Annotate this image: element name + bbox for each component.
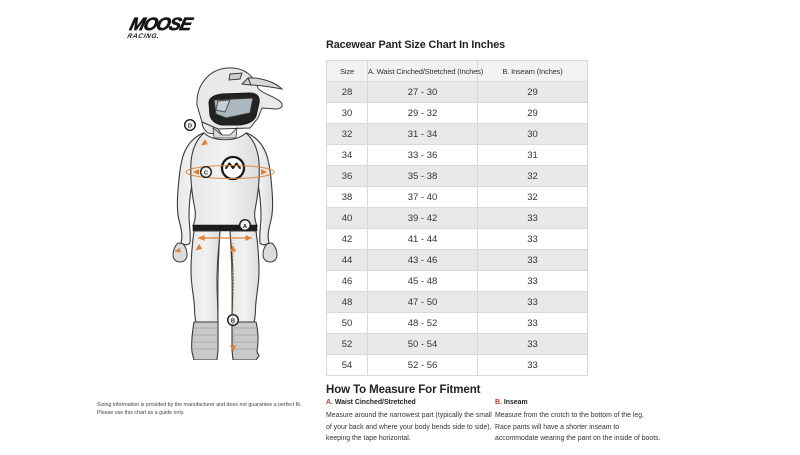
svg-text:D: D <box>188 124 192 130</box>
